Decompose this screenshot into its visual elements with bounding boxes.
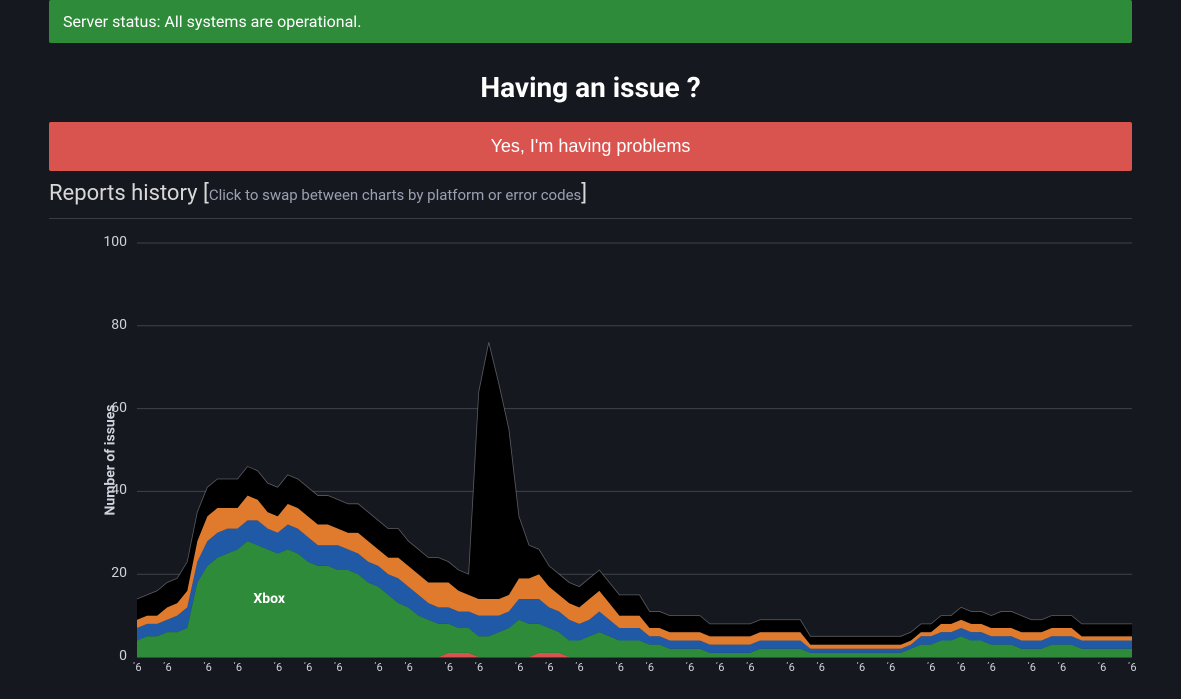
x-tick-label: ΄6 (303, 661, 312, 674)
server-status-banner: Server status: All systems are operation… (49, 0, 1132, 43)
x-tick-label: ΄6 (1027, 661, 1036, 674)
x-tick-label: ΄6 (203, 661, 212, 674)
x-tick-label: ΄6 (1127, 661, 1136, 674)
x-tick-label: ΄6 (645, 661, 654, 674)
x-tick-label: ΄6 (786, 661, 795, 674)
x-tick-label: ΄6 (987, 661, 996, 674)
x-tick-label: ΄6 (1057, 661, 1066, 674)
x-tick-label: ΄6 (615, 661, 624, 674)
x-tick-label: ΄6 (545, 661, 554, 674)
divider (49, 218, 1132, 219)
x-tick-label: ΄6 (856, 661, 865, 674)
x-tick-label: ΄6 (273, 661, 282, 674)
swap-charts-link[interactable]: Click to swap between charts by platform… (209, 186, 581, 204)
x-tick-label: ΄6 (926, 661, 935, 674)
reports-chart[interactable]: Number of issues 020406080100΄6΄6΄6΄6΄6΄… (49, 237, 1132, 682)
y-tick-label: 100 (97, 234, 127, 250)
x-tick-label: ΄6 (374, 661, 383, 674)
x-tick-label: ΄6 (575, 661, 584, 674)
x-tick-label: ΄6 (685, 661, 694, 674)
x-tick-label: ΄6 (746, 661, 755, 674)
y-tick-label: 0 (97, 648, 127, 664)
reports-history-label: Reports history (49, 181, 198, 206)
x-tick-label: ΄6 (886, 661, 895, 674)
x-tick-label: ΄6 (1097, 661, 1106, 674)
x-tick-label: ΄6 (132, 661, 141, 674)
issue-heading: Having an issue ? (49, 71, 1132, 104)
x-tick-label: ΄6 (474, 661, 483, 674)
x-tick-label: ΄6 (163, 661, 172, 674)
report-problem-button[interactable]: Yes, I'm having problems (49, 122, 1132, 171)
x-tick-label: ΄6 (816, 661, 825, 674)
chart-canvas (49, 237, 1132, 682)
x-tick-label: ΄6 (333, 661, 342, 674)
y-tick-label: 60 (97, 400, 127, 416)
y-tick-label: 80 (97, 317, 127, 333)
reports-history-title: Reports history [Click to swap between c… (49, 181, 1132, 206)
x-tick-label: ΄6 (715, 661, 724, 674)
x-tick-label: ΄6 (233, 661, 242, 674)
x-tick-label: ΄6 (404, 661, 413, 674)
server-status-text: Server status: All systems are operation… (63, 12, 361, 31)
y-tick-label: 40 (97, 482, 127, 498)
x-tick-label: ΄6 (514, 661, 523, 674)
x-tick-label: ΄6 (444, 661, 453, 674)
x-tick-label: ΄6 (957, 661, 966, 674)
y-tick-label: 20 (97, 565, 127, 581)
